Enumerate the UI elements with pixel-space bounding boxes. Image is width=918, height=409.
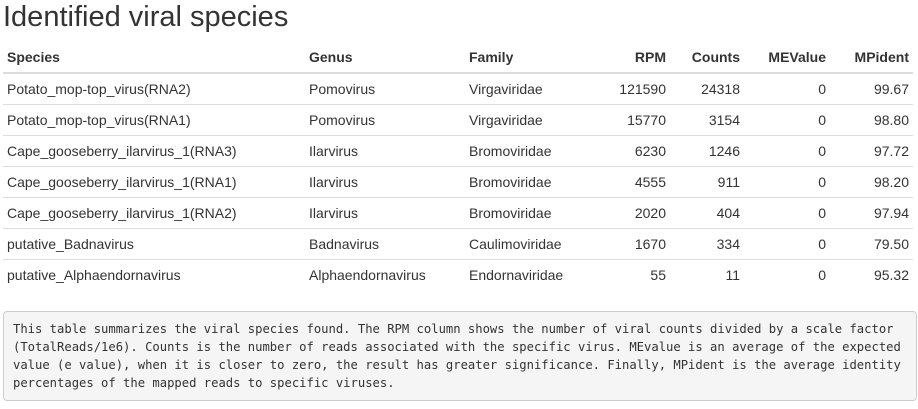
- cell-mpident: 95.32: [830, 259, 913, 290]
- cell-mevalue: 0: [744, 72, 830, 105]
- column-header-family: Family: [465, 41, 584, 74]
- column-header-species: Species: [3, 41, 305, 74]
- column-header-genus: Genus: [305, 41, 465, 74]
- cell-family: Bromoviridae: [465, 135, 584, 167]
- cell-rpm: 15770: [584, 104, 670, 136]
- cell-genus: Pomovirus: [305, 72, 465, 105]
- cell-mevalue: 0: [744, 166, 830, 198]
- cell-species: putative_Badnavirus: [3, 228, 305, 260]
- cell-genus: Ilarvirus: [305, 135, 465, 167]
- cell-counts: 11: [670, 259, 744, 290]
- cell-mevalue: 0: [744, 135, 830, 167]
- cell-mevalue: 0: [744, 228, 830, 260]
- species-table: Species Genus Family RPM Counts MEValue …: [3, 41, 913, 290]
- cell-rpm: 2020: [584, 197, 670, 229]
- cell-mevalue: 0: [744, 104, 830, 136]
- cell-mpident: 97.72: [830, 135, 913, 167]
- cell-mpident: 98.80: [830, 104, 913, 136]
- cell-rpm: 1670: [584, 228, 670, 260]
- column-header-mevalue: MEValue: [744, 41, 830, 74]
- cell-counts: 1246: [670, 135, 744, 167]
- cell-counts: 3154: [670, 104, 744, 136]
- cell-counts: 24318: [670, 72, 744, 105]
- table-row: Cape_gooseberry_ilarvirus_1(RNA3) Ilarvi…: [3, 135, 913, 167]
- cell-family: Bromoviridae: [465, 197, 584, 229]
- table-row: Potato_mop-top_virus(RNA1) Pomovirus Vir…: [3, 104, 913, 136]
- cell-species: Potato_mop-top_virus(RNA1): [3, 104, 305, 136]
- column-header-counts: Counts: [670, 41, 744, 74]
- cell-genus: Alphaendornavirus: [305, 259, 465, 290]
- table-row: Potato_mop-top_virus(RNA2) Pomovirus Vir…: [3, 72, 913, 105]
- cell-rpm: 121590: [584, 72, 670, 105]
- cell-family: Bromoviridae: [465, 166, 584, 198]
- column-header-mpident: MPident: [830, 41, 913, 74]
- cell-counts: 404: [670, 197, 744, 229]
- table-row: Cape_gooseberry_ilarvirus_1(RNA2) Ilarvi…: [3, 197, 913, 229]
- cell-mevalue: 0: [744, 197, 830, 229]
- cell-counts: 334: [670, 228, 744, 260]
- cell-mpident: 97.94: [830, 197, 913, 229]
- cell-rpm: 4555: [584, 166, 670, 198]
- table-description-note: This table summarizes the viral species …: [3, 311, 917, 401]
- cell-mpident: 98.20: [830, 166, 913, 198]
- page-title: Identified viral species: [3, 1, 289, 33]
- cell-species: Potato_mop-top_virus(RNA2): [3, 72, 305, 105]
- cell-genus: Badnavirus: [305, 228, 465, 260]
- column-header-rpm: RPM: [584, 41, 670, 74]
- cell-family: Virgaviridae: [465, 104, 584, 136]
- cell-species: Cape_gooseberry_ilarvirus_1(RNA2): [3, 197, 305, 229]
- cell-family: Endornaviridae: [465, 259, 584, 290]
- table-row: putative_Alphaendornavirus Alphaendornav…: [3, 259, 913, 290]
- cell-family: Virgaviridae: [465, 72, 584, 105]
- table-header-row: Species Genus Family RPM Counts MEValue …: [3, 41, 913, 74]
- cell-species: Cape_gooseberry_ilarvirus_1(RNA1): [3, 166, 305, 198]
- cell-genus: Ilarvirus: [305, 166, 465, 198]
- cell-rpm: 55: [584, 259, 670, 290]
- cell-species: Cape_gooseberry_ilarvirus_1(RNA3): [3, 135, 305, 167]
- cell-species: putative_Alphaendornavirus: [3, 259, 305, 290]
- cell-family: Caulimoviridae: [465, 228, 584, 260]
- cell-counts: 911: [670, 166, 744, 198]
- table-row: Cape_gooseberry_ilarvirus_1(RNA1) Ilarvi…: [3, 166, 913, 198]
- cell-mevalue: 0: [744, 259, 830, 290]
- cell-genus: Ilarvirus: [305, 197, 465, 229]
- table-row: putative_Badnavirus Badnavirus Caulimovi…: [3, 228, 913, 260]
- cell-rpm: 6230: [584, 135, 670, 167]
- cell-genus: Pomovirus: [305, 104, 465, 136]
- cell-mpident: 99.67: [830, 72, 913, 105]
- cell-mpident: 79.50: [830, 228, 913, 260]
